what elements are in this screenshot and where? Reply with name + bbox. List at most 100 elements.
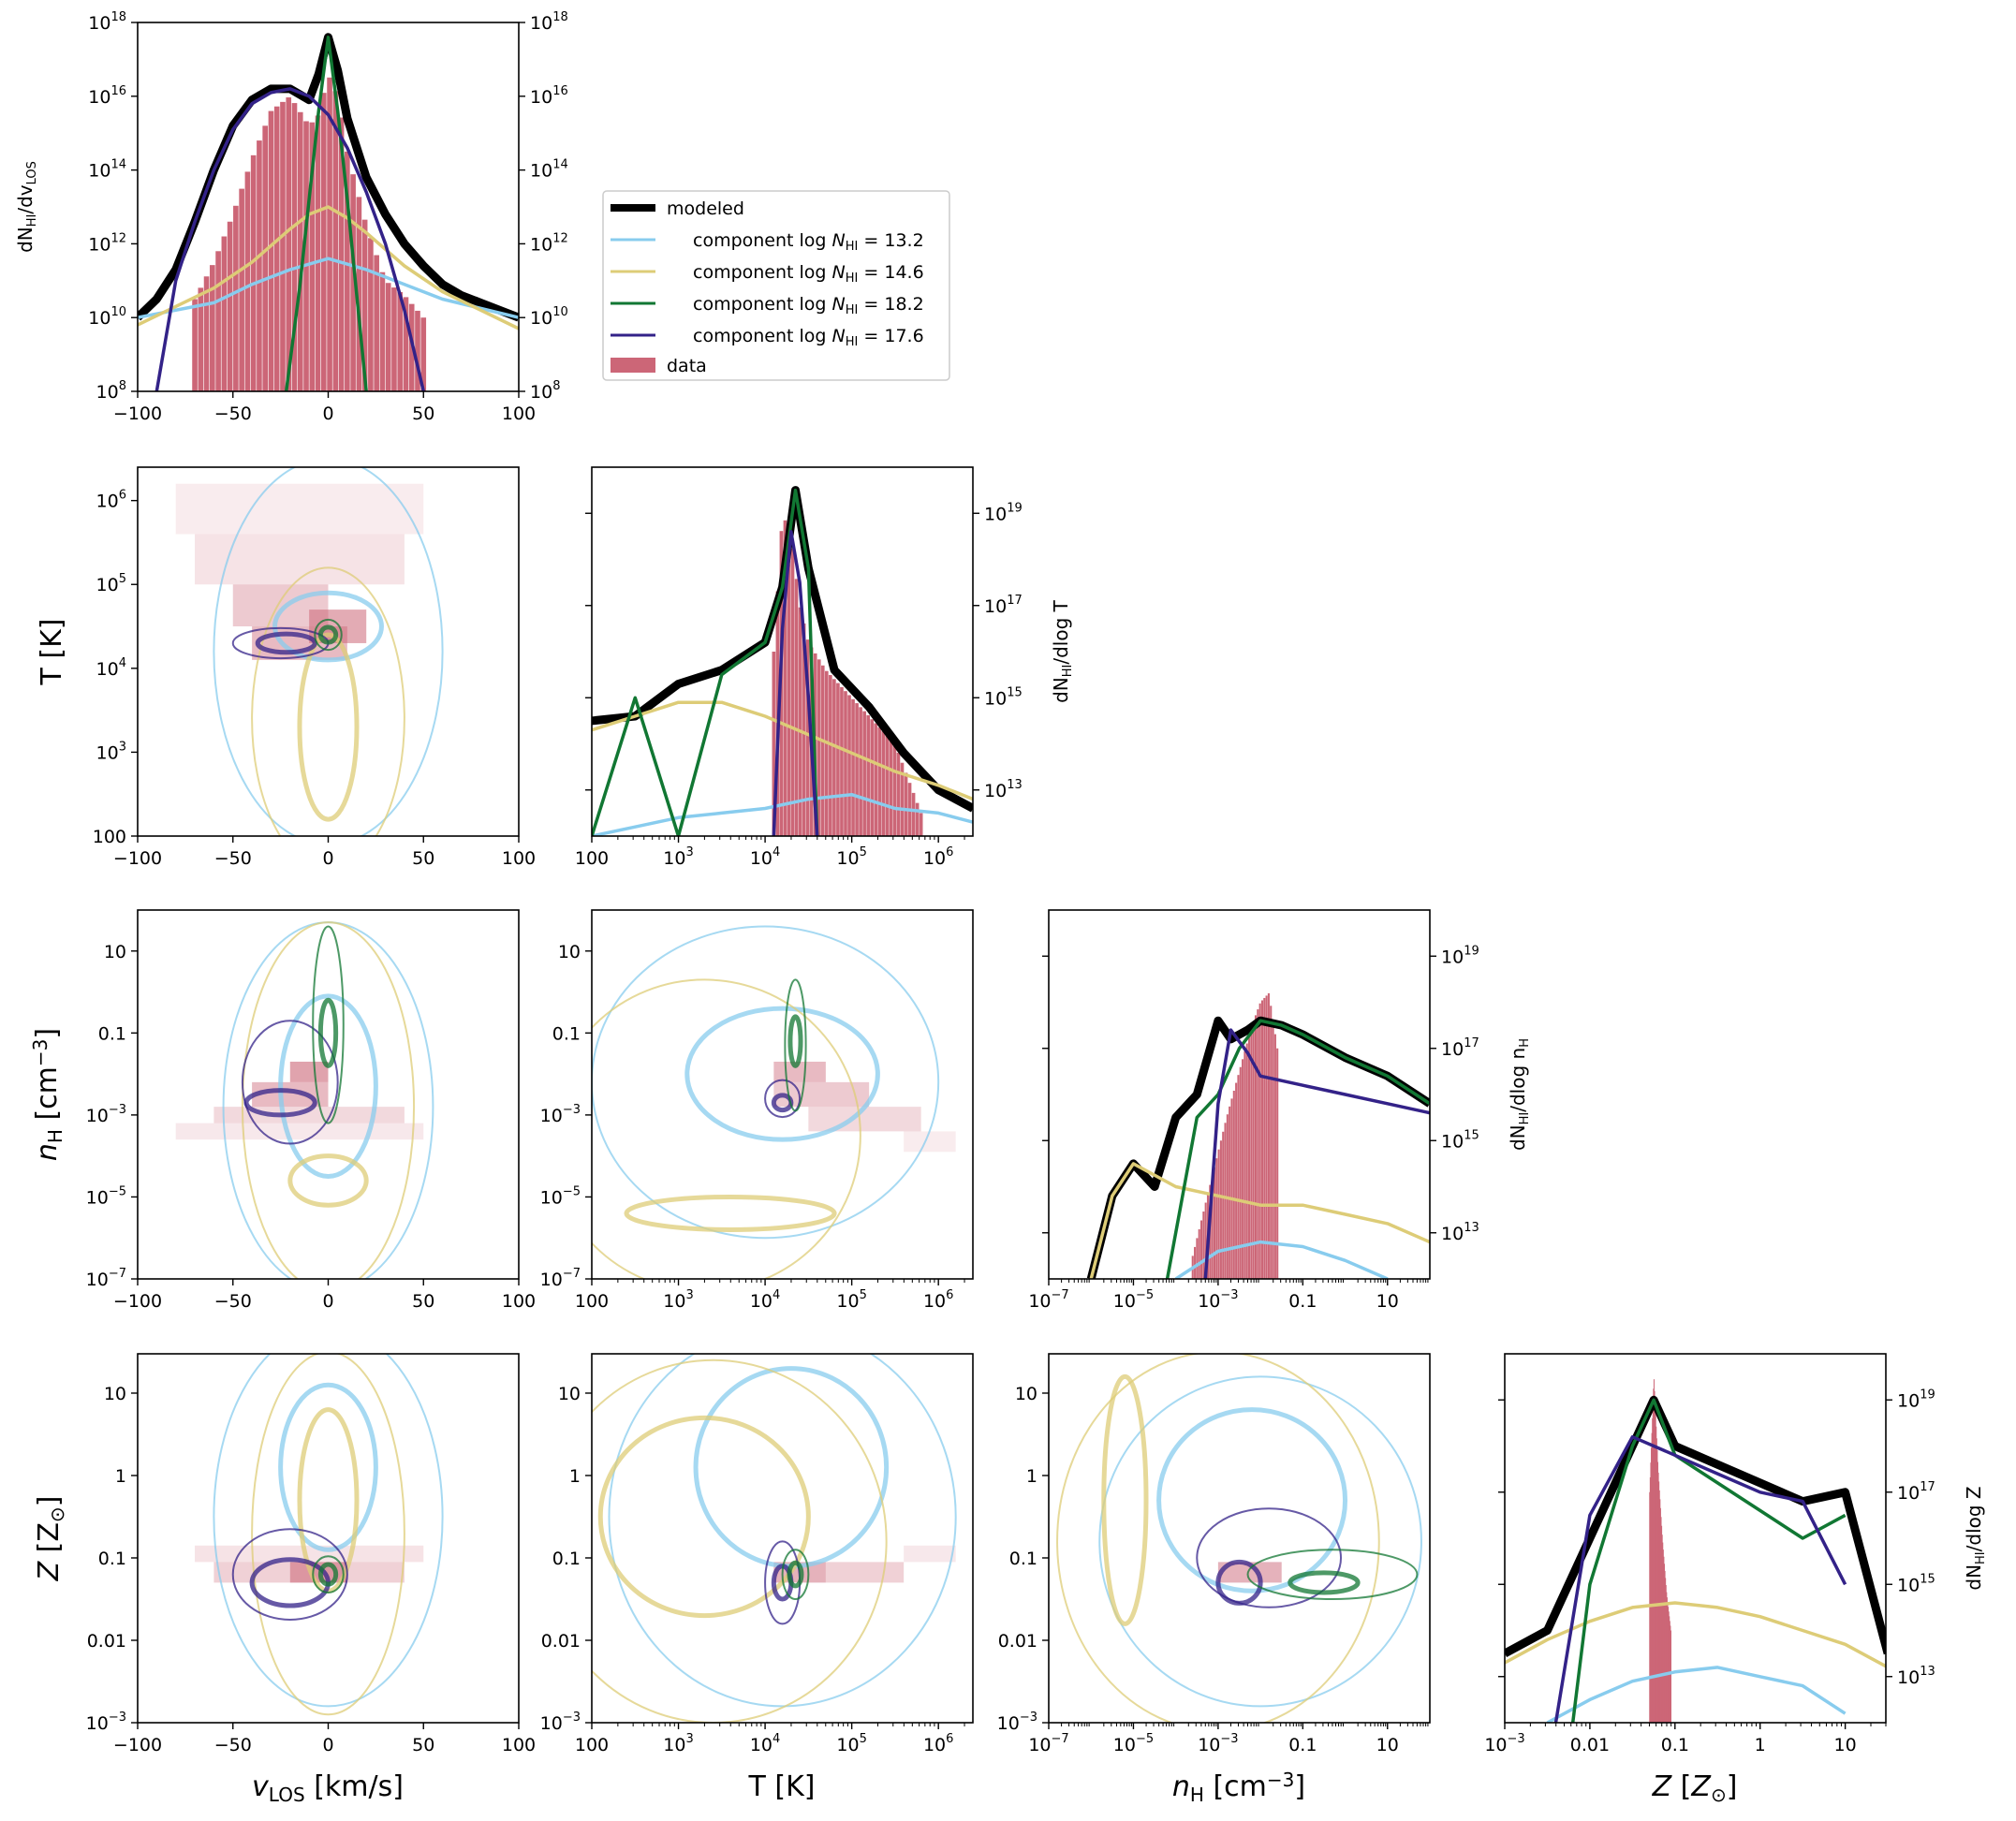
T-v-hist-cell: [175, 483, 424, 535]
Z-marginal-data-bar: [1652, 1417, 1654, 1723]
T-marginal-data-bar: [787, 530, 791, 836]
legend-item-c4: component log NHI = 17.6: [611, 326, 924, 349]
Z-marginal-data-bar: [1655, 1415, 1656, 1723]
Z-marginal-data-bar: [1662, 1549, 1664, 1723]
Z-n-contour: [1215, 1559, 1263, 1606]
T-marginal-data-bar: [896, 752, 901, 836]
legend-item-c2: component log NHI = 14.6: [611, 262, 924, 286]
Z-T-contour: [693, 1366, 890, 1569]
legend-label-modeled: modeled: [667, 198, 744, 219]
Z-marginal-ytick-r-label-0: 1013: [1897, 1665, 1935, 1688]
T-marginal-data-bar: [862, 711, 866, 836]
T-marginal-data-bar: [877, 727, 882, 836]
legend-label-c1: component log NHI = 13.2: [693, 230, 924, 254]
n-marginal-data-bar: [1204, 1202, 1207, 1279]
n-v-hist-cell: [289, 1061, 329, 1082]
Z-marginal-xtick-label-0: 10−3: [1484, 1732, 1524, 1755]
T-marginal-xtick-label-1: 103: [663, 845, 693, 869]
T-marginal-data-bar: [829, 675, 832, 836]
chart-content: [138, 33, 1886, 1723]
v-marginal-data-bar: [297, 111, 303, 391]
Z-n-ytick-label-3: 1: [1026, 1466, 1037, 1487]
n-marginal-data-bar: [1199, 1220, 1203, 1279]
n-T-ytick-label-0: 10−7: [540, 1267, 581, 1290]
n-T-contour: [684, 1006, 880, 1142]
n-marginal-frame: [1048, 909, 1431, 1280]
v-marginal-data-bar: [233, 205, 239, 391]
Z-marginal-data-bar: [1650, 1462, 1652, 1723]
v-marginal-data-bar: [203, 276, 210, 391]
Z-T-xtick-label-0: 100: [575, 1735, 609, 1755]
T-marginal-data-bar: [892, 742, 897, 836]
v-marginal-data-bar: [403, 297, 409, 391]
Z-marginal-data-bar: [1657, 1461, 1659, 1723]
n-v-ytick-label-0: 10−7: [86, 1267, 126, 1290]
v-marginal-data-bar: [345, 151, 350, 391]
v-marginal-data-bar: [244, 171, 251, 391]
T-marginal-data-bar: [881, 731, 886, 836]
tick-labels: −100 −50 0 50 100108101010121014101610181081…: [86, 10, 1935, 1755]
Z-marginal-data-bar: [1666, 1592, 1668, 1723]
v-marginal-ytick-label-4: 1016: [88, 84, 126, 108]
n-marginal-data-bar: [1194, 1246, 1197, 1279]
Z-n-contour: [1288, 1570, 1361, 1595]
v-marginal-xtick-label-2: 0: [322, 404, 333, 424]
T-marginal-ytick-r-label-0: 1013: [984, 778, 1023, 801]
Z-marginal-data-bar: [1658, 1481, 1660, 1723]
Z-marginal-data-bar: [1664, 1570, 1666, 1723]
n-marginal-data-bar: [1235, 1082, 1238, 1279]
Z-marginal-data-bar: [1668, 1607, 1670, 1723]
n-T-ytick-label-1: 10−5: [540, 1184, 581, 1208]
n-marginal-data-bar: [1254, 1015, 1258, 1279]
Z-v-ytick-label-3: 1: [115, 1466, 126, 1487]
Z-marginal-data-bar: [1663, 1556, 1665, 1723]
n-marginal-data-bar: [1257, 1009, 1259, 1279]
T-marginal-series: [592, 488, 819, 836]
T-marginal-data-bar: [919, 813, 923, 836]
v-marginal-xtick-label-1: −50: [214, 404, 252, 424]
legend-label-c2: component log NHI = 14.6: [693, 262, 924, 286]
n-marginal-data-bar: [1229, 1106, 1231, 1279]
T-marginal-data-bar: [805, 639, 810, 836]
v-marginal-data-bar: [198, 287, 204, 391]
Z-n-contour: [1156, 1407, 1348, 1593]
Z-v-ytick-label-4: 10: [104, 1384, 126, 1404]
n-marginal-xtick-label-0: 10−7: [1028, 1288, 1068, 1312]
n-T-xtick-label-3: 105: [836, 1288, 866, 1312]
n-marginal-data-bar: [1242, 1059, 1244, 1279]
Z-T-frame: [591, 1353, 974, 1724]
legend-item-c1: component log NHI = 13.2: [611, 230, 924, 254]
v-marginal-data-bar: [286, 97, 292, 391]
legend-swatch-data: [611, 358, 655, 373]
T-marginal-data-bar: [844, 691, 847, 836]
Z-v-contour: [251, 1354, 405, 1716]
Z-v-contour: [278, 1382, 378, 1552]
v-marginal-data-bar: [350, 174, 356, 391]
v-marginal-data-bar: [420, 317, 427, 391]
T-marginal-data-bar: [889, 739, 893, 836]
n-v-ytick-label-4: 10: [104, 942, 126, 962]
T-v-ytick-label-0: 100: [93, 827, 126, 847]
n-v-xtick-label-1: −50: [214, 1291, 252, 1312]
T-v-ytick-label-4: 106: [96, 489, 126, 512]
n-marginal-data-bar: [1265, 995, 1268, 1279]
T-marginal-series: [592, 792, 973, 836]
n-T-ytick-label-3: 0.1: [552, 1023, 581, 1044]
n-v-contour: [317, 997, 339, 1068]
Z-n-ytick-label-2: 0.1: [1009, 1549, 1037, 1569]
v-marginal-data-bar: [192, 299, 198, 391]
v-marginal-data-bar: [415, 310, 420, 391]
v-marginal-data-bar: [385, 283, 391, 391]
Z-T-ytick-label-0: 10−3: [540, 1711, 581, 1734]
n-marginal-ytick-r-label-3: 1019: [1441, 944, 1479, 967]
Z-marginal-xtick-label-2: 0.1: [1661, 1735, 1689, 1755]
T-v-xtick-label-3: 50: [412, 848, 434, 869]
Z-marginal-data-bar: [1657, 1472, 1659, 1723]
Z-v-xtick-label-0: −100: [113, 1735, 162, 1755]
Z-T-xtick-label-4: 106: [923, 1732, 953, 1755]
legend-label-c4: component log NHI = 17.6: [693, 326, 924, 349]
T-v-contour: [297, 632, 360, 822]
n-marginal-data-bar: [1250, 1027, 1253, 1279]
n-v-xtick-label-2: 0: [322, 1291, 333, 1312]
n-marginal-ytick-r-label-1: 1015: [1441, 1128, 1479, 1152]
